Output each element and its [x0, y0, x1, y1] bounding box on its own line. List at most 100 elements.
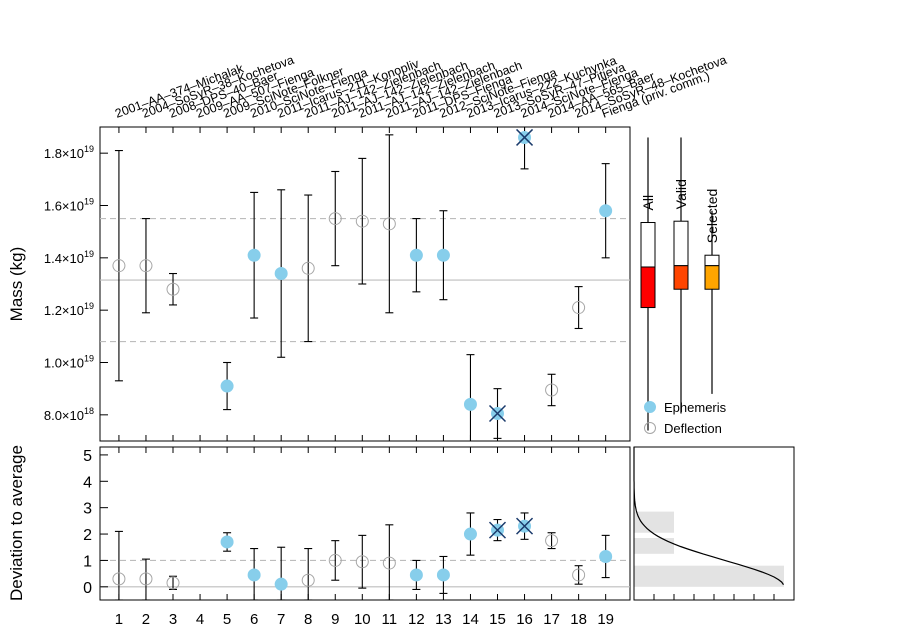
histogram-bar [634, 511, 674, 533]
mass-y-tick-mantissa: 1.0×10 [44, 356, 84, 371]
deviation-y-tick-label: 2 [83, 527, 92, 544]
deviation-point-deflection [166, 576, 180, 590]
deviation-panel-frame [99, 446, 631, 601]
deviation-point-deflection [301, 573, 315, 587]
box-lower-half [640, 266, 656, 309]
mass-point-deflection [572, 301, 586, 315]
mass-y-tick-exponent: 19 [84, 144, 94, 154]
deviation-y-tick-label: 5 [83, 448, 92, 465]
reference-labels: 2001–AA–374–Michalak2004–SoSyR–38–Kochet… [113, 53, 728, 121]
legend: Ephemeris Deflection [644, 400, 727, 436]
mass-y-tick-exponent: 19 [84, 197, 94, 207]
mass-point-ephemeris [409, 248, 423, 262]
histogram-bar [634, 565, 784, 587]
mass-y-tick-mantissa: 1.4×10 [44, 251, 84, 266]
mass-y-tick-label: 1.0×1019 [44, 354, 94, 371]
mass-y-axis: 8.0×10181.0×10191.2×10191.4×10191.6×1019… [44, 144, 108, 423]
mass-y-axis-label: Mass (kg) [7, 247, 26, 322]
mass-point-deflection [328, 212, 342, 226]
deviation-x-tick-label: 13 [435, 611, 452, 628]
box-lower-half [673, 265, 689, 290]
mass-rejected-cross [488, 404, 507, 423]
deviation-point-ephemeris [247, 568, 261, 582]
deviation-rejected-cross [516, 517, 534, 535]
box-upper-half [640, 222, 656, 268]
deviation-x-tick-label: 1 [115, 611, 123, 628]
deviation-point-ephemeris [463, 527, 477, 541]
deviation-points [112, 512, 613, 600]
deviation-x-tick-label: 2 [142, 611, 150, 628]
deviation-point-deflection [382, 556, 396, 570]
deviation-x-tick-label: 19 [597, 611, 614, 628]
deviation-y-tick-label: 1 [83, 553, 92, 570]
mass-y-tick-label: 1.8×1019 [44, 144, 94, 161]
deviation-x-tick-label: 14 [462, 611, 479, 628]
legend-ephemeris-label: Ephemeris [664, 400, 727, 415]
mass-point-deflection [112, 259, 126, 273]
mass-point-deflection [545, 383, 559, 397]
mass-y-tick-mantissa: 1.2×10 [44, 303, 84, 318]
histogram-bar [634, 538, 674, 554]
legend-deflection-marker [644, 422, 656, 434]
mass-point-deflection [355, 214, 369, 228]
mass-point-deflection [382, 217, 396, 231]
mass-y-tick-exponent: 18 [84, 406, 94, 416]
mass-rejected-cross [516, 128, 534, 146]
mass-point-deflection [301, 261, 315, 275]
deviation-y-axis-label: Deviation to average [7, 445, 26, 601]
deviation-x-tick-label: 17 [543, 611, 560, 628]
deviation-point-deflection [545, 534, 559, 548]
deviation-x-tick-label: 4 [196, 611, 204, 628]
mass-point-ephemeris [599, 204, 613, 218]
deviation-x-tick-label: 7 [277, 611, 285, 628]
mass-point-ephemeris [247, 248, 261, 262]
deviation-rejected-cross [488, 521, 507, 539]
deviation-y-axis: 0 1 2 3 4 5 [83, 448, 108, 597]
deviation-point-deflection [328, 553, 342, 567]
deviation-point-ephemeris [274, 577, 288, 591]
deviation-x-tick-label: 10 [354, 611, 371, 628]
mass-y-tick-label: 1.2×1019 [44, 301, 94, 318]
deviation-x-tick-label: 5 [223, 611, 231, 628]
deviation-x-tick-label: 6 [250, 611, 258, 628]
deviation-x-tick-label: 3 [169, 611, 177, 628]
deviation-y-tick-label: 4 [83, 474, 92, 491]
deviation-x-tick-label: 18 [570, 611, 587, 628]
boxplots: All Valid Selected [640, 137, 720, 431]
legend-ephemeris-marker [644, 401, 656, 413]
box-label: Valid [673, 179, 689, 209]
deviation-point-deflection [572, 568, 586, 582]
box-upper-half [704, 254, 720, 267]
mass-point-ephemeris [436, 248, 450, 262]
mass-point-ephemeris [463, 397, 477, 411]
deviation-point-deflection [355, 555, 369, 569]
histogram-bars [633, 447, 784, 587]
box-upper-half [673, 220, 689, 267]
deviation-y-tick-label: 0 [83, 580, 92, 597]
deviation-point-deflection [112, 572, 126, 586]
mass-y-tick-label: 8.0×1018 [44, 406, 94, 423]
mass-y-tick-exponent: 19 [84, 354, 94, 364]
deviation-point-ephemeris [220, 535, 234, 549]
box-lower-half [704, 265, 720, 290]
mass-points [112, 127, 613, 441]
histogram-panel [633, 446, 795, 601]
mass-y-tick-exponent: 19 [84, 249, 94, 259]
deviation-x-tick-label: 11 [382, 611, 398, 628]
deviation-point-ephemeris [409, 568, 423, 582]
deviation-x-axis: 1 2 3 4 5 6 7 8 9 10 11 12 13 14 15 16 17 18 19 [115, 447, 614, 628]
mass-y-tick-mantissa: 1.8×10 [44, 146, 84, 161]
mass-point-deflection [166, 282, 180, 296]
deviation-x-tick-label: 16 [516, 611, 533, 628]
deviation-reference-lines [100, 559, 630, 588]
mass-x-ticks [118, 127, 607, 441]
mass-y-tick-mantissa: 1.6×10 [44, 199, 84, 214]
deviation-x-tick-label: 12 [408, 611, 425, 628]
mass-panel: 8.0×10181.0×10191.2×10191.4×10191.6×1019… [7, 53, 729, 442]
deviation-x-tick-label: 15 [489, 611, 506, 628]
deviation-y-tick-label: 3 [83, 501, 92, 518]
deviation-x-tick-label: 9 [331, 611, 339, 628]
mass-y-tick-label: 1.6×1019 [44, 197, 94, 214]
deviation-x-tick-label: 8 [304, 611, 312, 628]
